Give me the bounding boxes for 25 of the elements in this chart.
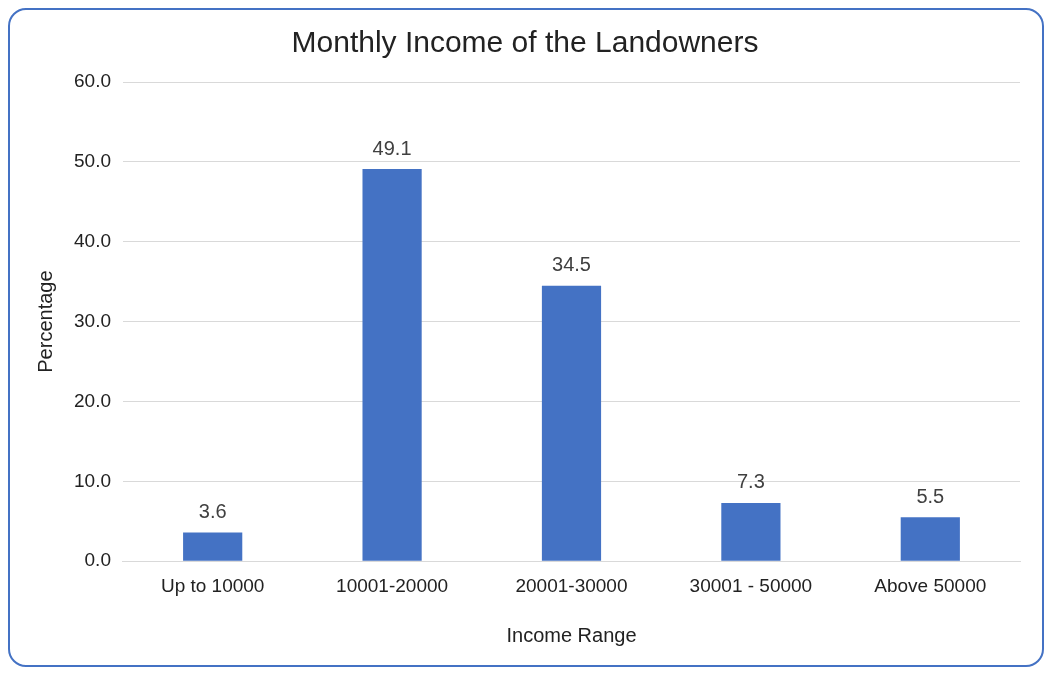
x-tick-label: 10001-20000 — [336, 574, 449, 596]
chart-title: Monthly Income of the Landowners — [291, 25, 759, 59]
x-tick-label: Above 50000 — [874, 574, 987, 596]
bar — [362, 169, 422, 561]
y-tick-label: 20.0 — [74, 389, 111, 411]
y-tick-label: 30.0 — [74, 309, 111, 331]
data-label: 7.3 — [736, 470, 765, 493]
data-label: 34.5 — [552, 253, 591, 276]
bar — [541, 285, 602, 561]
y-tick-label: 50.0 — [74, 150, 111, 172]
x-tick-label: Up to 10000 — [160, 574, 265, 596]
data-label: 49.1 — [372, 136, 412, 159]
y-axis-title: Percentage — [33, 270, 56, 373]
y-tick-label: 10.0 — [74, 469, 111, 491]
x-tick-label: 20001-30000 — [515, 574, 628, 596]
bar — [183, 532, 243, 561]
data-label: 5.5 — [916, 484, 945, 507]
bar — [721, 502, 781, 561]
x-axis-title: Income Range — [506, 623, 637, 646]
y-tick-label: 40.0 — [74, 229, 111, 251]
bar — [900, 517, 960, 561]
x-tick-label: 30001 - 50000 — [689, 574, 813, 596]
y-tick-label: 60.0 — [74, 70, 111, 92]
data-label: 3.6 — [198, 499, 227, 522]
y-tick-label: 0.0 — [84, 549, 111, 571]
